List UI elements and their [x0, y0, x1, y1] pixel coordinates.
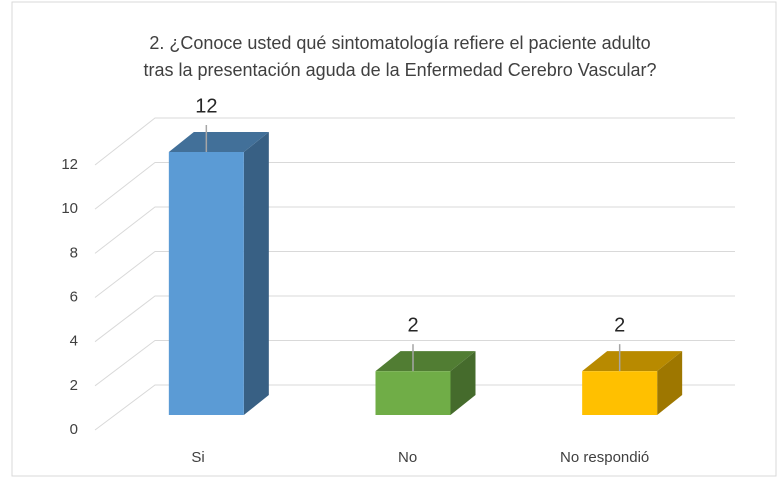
bar-side: [657, 351, 683, 415]
bar: [375, 371, 451, 415]
bar-top: [168, 132, 269, 152]
grid-line: [94, 295, 735, 343]
y-tick-label: 10: [61, 200, 78, 217]
y-tick-label: 0: [70, 421, 78, 438]
y-tick-label: 12: [61, 156, 78, 173]
value-label: 2: [614, 314, 625, 336]
bar-top: [375, 351, 476, 372]
chart-title: 2. ¿Conoce usted qué sintomatología refi…: [149, 33, 650, 53]
x-tick-label: No respondió: [560, 449, 649, 466]
chart-border: [11, 1, 777, 477]
grid-line: [94, 340, 735, 387]
value-label: 2: [407, 314, 418, 336]
grid-line: [94, 384, 735, 431]
bar: [168, 152, 244, 415]
x-tick-label: No: [398, 449, 417, 466]
grid-line: [94, 117, 735, 166]
value-label: 12: [195, 95, 217, 117]
bar-top: [582, 351, 683, 372]
y-tick-label: 2: [70, 377, 78, 394]
bar-side: [243, 132, 269, 415]
y-tick-label: 4: [70, 333, 78, 350]
y-tick-label: 6: [70, 288, 78, 305]
bar-side: [450, 351, 476, 415]
grid-line: [94, 162, 735, 210]
y-tick-label: 8: [70, 244, 78, 261]
grid-line: [94, 206, 735, 254]
bar: [582, 371, 658, 415]
chart-title: tras la presentación aguda de la Enferme…: [144, 60, 657, 80]
x-tick-label: Si: [191, 449, 204, 466]
grid-line: [94, 251, 735, 298]
